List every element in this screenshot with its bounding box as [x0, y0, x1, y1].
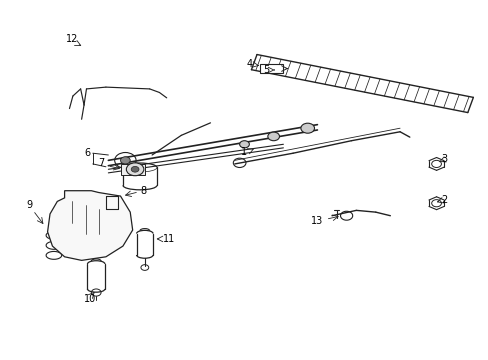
Text: 2: 2	[441, 195, 447, 204]
Circle shape	[126, 163, 143, 176]
Text: 13: 13	[311, 216, 323, 226]
Text: 7: 7	[98, 158, 104, 168]
FancyBboxPatch shape	[260, 64, 283, 73]
Text: 12: 12	[65, 34, 78, 44]
Text: 11: 11	[163, 234, 175, 244]
Polygon shape	[47, 191, 132, 260]
Circle shape	[267, 132, 279, 141]
Text: 1: 1	[241, 148, 247, 157]
Text: 9: 9	[26, 200, 33, 210]
Text: 5: 5	[263, 65, 269, 75]
Text: 3: 3	[441, 154, 447, 163]
Text: 10: 10	[83, 294, 96, 303]
Text: 8: 8	[140, 186, 146, 196]
Circle shape	[239, 141, 249, 148]
Text: 4: 4	[246, 59, 252, 69]
Circle shape	[120, 157, 130, 164]
Circle shape	[131, 166, 139, 172]
FancyBboxPatch shape	[120, 164, 144, 175]
Circle shape	[300, 123, 314, 133]
Text: 6: 6	[85, 148, 91, 158]
